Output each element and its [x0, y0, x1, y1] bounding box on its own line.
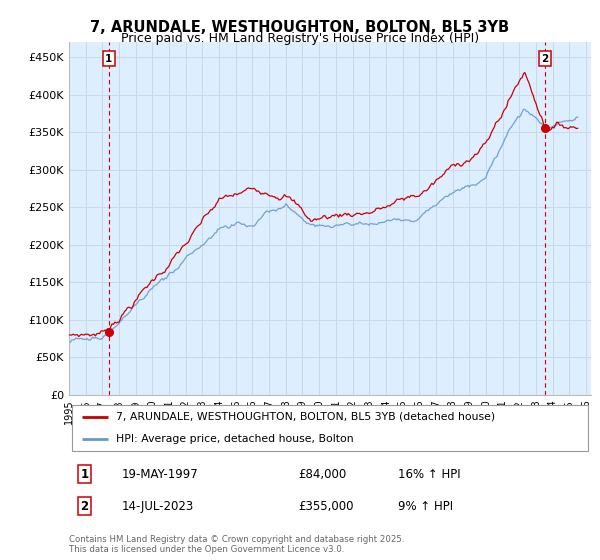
- FancyBboxPatch shape: [71, 405, 589, 451]
- Text: 16% ↑ HPI: 16% ↑ HPI: [398, 468, 460, 480]
- Text: Price paid vs. HM Land Registry's House Price Index (HPI): Price paid vs. HM Land Registry's House …: [121, 32, 479, 45]
- Text: Contains HM Land Registry data © Crown copyright and database right 2025.
This d: Contains HM Land Registry data © Crown c…: [69, 535, 404, 554]
- Text: 1: 1: [105, 54, 112, 63]
- Text: 2: 2: [80, 500, 89, 513]
- Text: 19-MAY-1997: 19-MAY-1997: [121, 468, 198, 480]
- Text: £84,000: £84,000: [299, 468, 347, 480]
- Text: £355,000: £355,000: [299, 500, 354, 513]
- Text: 7, ARUNDALE, WESTHOUGHTON, BOLTON, BL5 3YB: 7, ARUNDALE, WESTHOUGHTON, BOLTON, BL5 3…: [91, 20, 509, 35]
- Text: 14-JUL-2023: 14-JUL-2023: [121, 500, 193, 513]
- Text: HPI: Average price, detached house, Bolton: HPI: Average price, detached house, Bolt…: [116, 434, 353, 444]
- Text: 2: 2: [541, 54, 548, 63]
- Text: 1: 1: [80, 468, 89, 480]
- Text: 9% ↑ HPI: 9% ↑ HPI: [398, 500, 453, 513]
- Text: 7, ARUNDALE, WESTHOUGHTON, BOLTON, BL5 3YB (detached house): 7, ARUNDALE, WESTHOUGHTON, BOLTON, BL5 3…: [116, 412, 495, 422]
